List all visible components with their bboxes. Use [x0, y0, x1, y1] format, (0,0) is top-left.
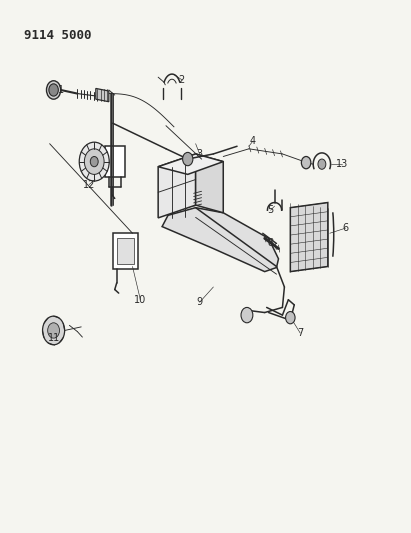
Text: 7: 7 — [297, 328, 303, 338]
Circle shape — [79, 142, 109, 181]
Text: 10: 10 — [134, 295, 147, 305]
Circle shape — [241, 308, 253, 323]
Text: 11: 11 — [47, 333, 60, 343]
Text: 5: 5 — [268, 205, 274, 215]
Polygon shape — [158, 154, 196, 218]
Text: 2: 2 — [179, 75, 185, 85]
Text: 8: 8 — [268, 238, 274, 248]
Polygon shape — [105, 146, 125, 177]
Polygon shape — [96, 88, 109, 102]
Polygon shape — [162, 208, 279, 272]
Text: 9114 5000: 9114 5000 — [24, 29, 92, 42]
Circle shape — [318, 159, 326, 169]
Circle shape — [286, 311, 295, 324]
Circle shape — [46, 81, 61, 99]
Polygon shape — [290, 203, 328, 272]
Circle shape — [90, 157, 98, 167]
Text: 1: 1 — [58, 85, 65, 95]
Text: 4: 4 — [250, 136, 256, 146]
Polygon shape — [113, 233, 139, 269]
Circle shape — [84, 149, 104, 174]
Text: 3: 3 — [196, 149, 203, 159]
Text: 13: 13 — [335, 159, 348, 169]
Polygon shape — [196, 154, 223, 213]
Text: 12: 12 — [83, 180, 95, 190]
Circle shape — [301, 157, 311, 169]
Polygon shape — [158, 154, 223, 174]
Circle shape — [48, 323, 60, 338]
Circle shape — [182, 152, 193, 166]
Text: 9: 9 — [196, 297, 203, 308]
Circle shape — [49, 84, 58, 96]
Polygon shape — [117, 238, 134, 264]
Text: 6: 6 — [342, 223, 349, 233]
Circle shape — [43, 316, 65, 345]
